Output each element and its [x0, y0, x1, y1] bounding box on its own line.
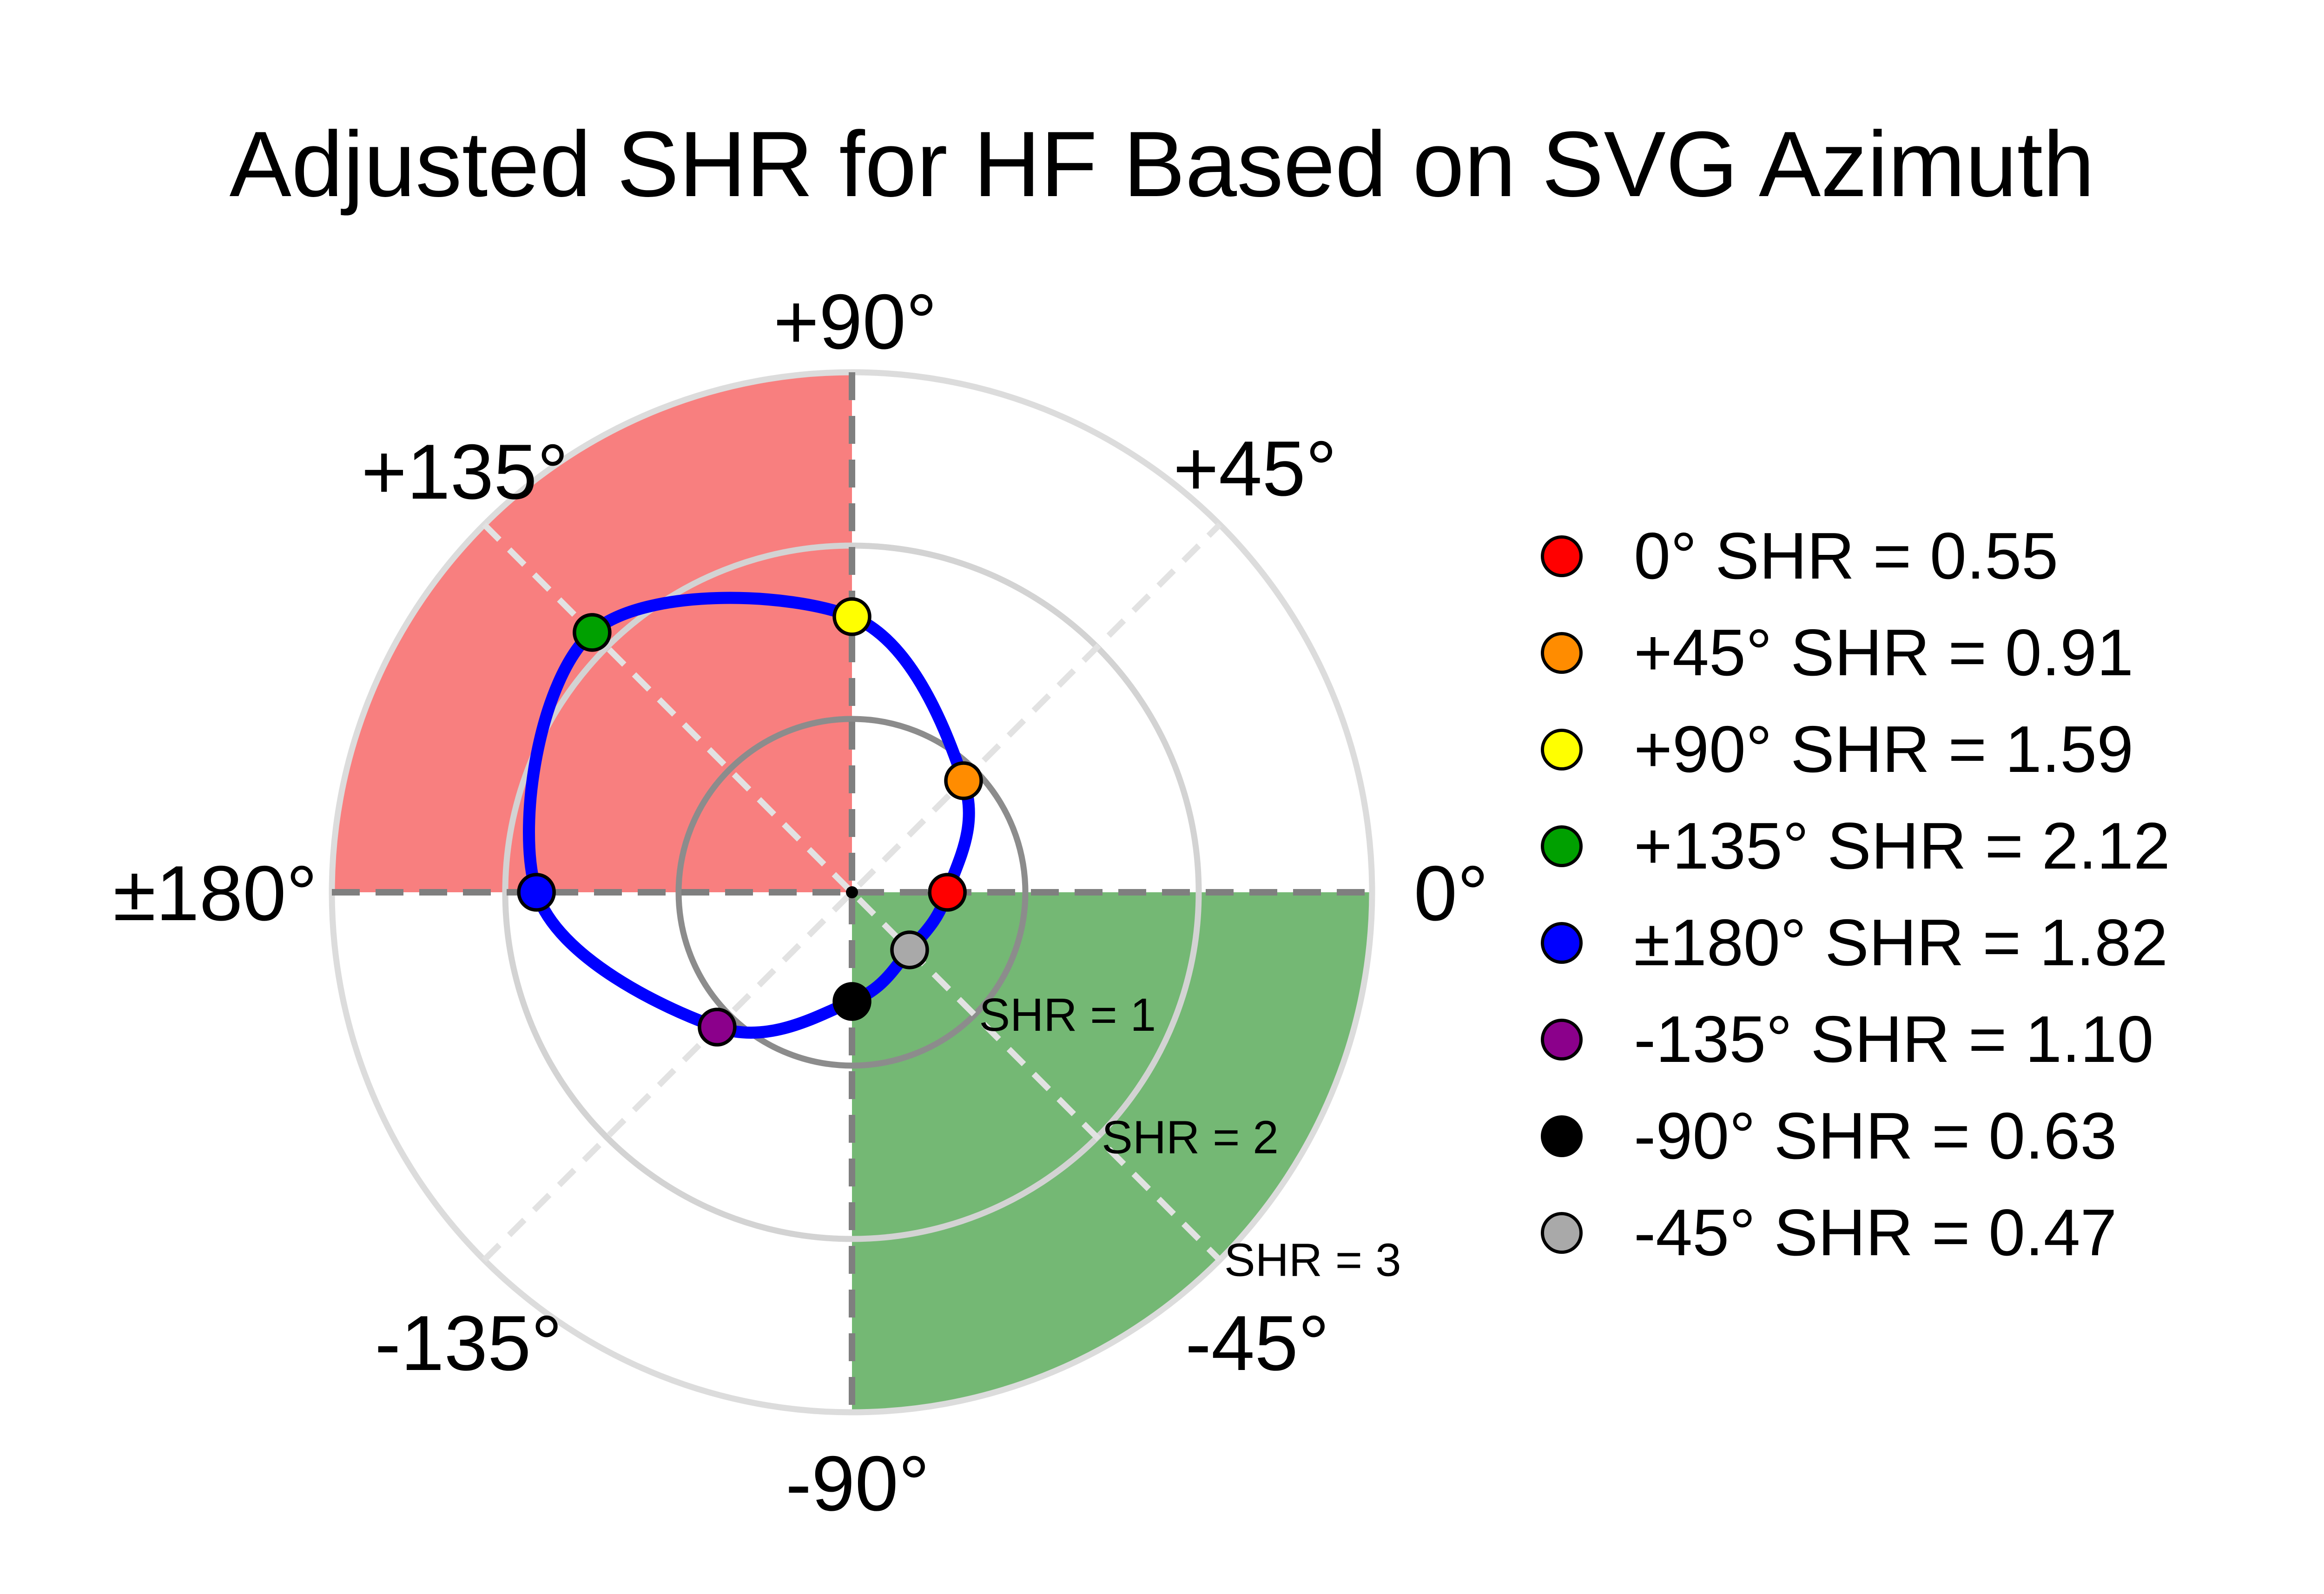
- angle-label-90deg: +90°: [773, 278, 937, 365]
- data-point--135deg: [698, 1008, 737, 1047]
- ring-label-shr-2: SHR = 2: [1102, 1112, 1279, 1164]
- angle-label--135deg: -135°: [375, 1299, 562, 1387]
- data-point-0deg: [928, 873, 967, 912]
- angle-label-45deg: +45°: [1173, 425, 1337, 512]
- ring-label-shr-1: SHR = 1: [979, 989, 1156, 1041]
- diagonal-grid-135: [482, 522, 1222, 1262]
- data-point--90deg: [832, 982, 872, 1021]
- shr-ring-2: [502, 542, 1202, 1242]
- angle-label-0deg: 0°: [1414, 850, 1489, 937]
- angle-label--90deg: -90°: [786, 1440, 930, 1527]
- angle-label-180deg: ±180°: [113, 850, 317, 937]
- ring-label-shr-3: SHR = 3: [1224, 1234, 1401, 1286]
- data-point-180deg: [517, 873, 556, 912]
- diagonal-grid-45: [482, 522, 1222, 1262]
- data-point--45deg: [890, 930, 929, 969]
- data-point-90deg: [832, 597, 872, 636]
- data-point-45deg: [944, 761, 983, 800]
- origin-dot: [846, 886, 858, 898]
- data-point-135deg: [573, 613, 612, 652]
- angle-label-135deg: +135°: [361, 428, 568, 515]
- chart-title: Adjusted SHR for HF Based on SVG Azimuth: [229, 112, 2095, 216]
- angle-label--45deg: -45°: [1185, 1299, 1329, 1387]
- shr-ring-1: [675, 716, 1029, 1069]
